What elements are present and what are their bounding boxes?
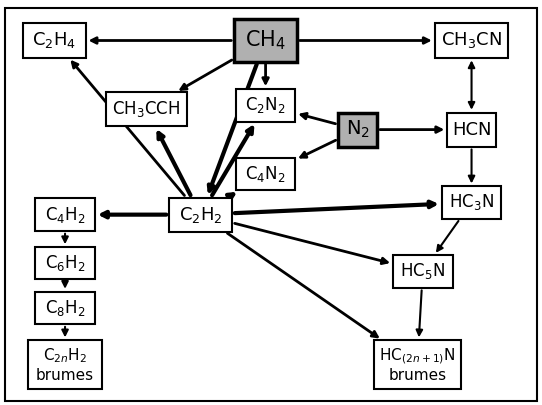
FancyBboxPatch shape xyxy=(447,113,496,147)
Text: HC$_5$N: HC$_5$N xyxy=(400,261,446,281)
FancyBboxPatch shape xyxy=(35,247,95,279)
Text: HC$_3$N: HC$_3$N xyxy=(449,192,494,213)
FancyBboxPatch shape xyxy=(28,340,102,389)
Text: C$_4$H$_2$: C$_4$H$_2$ xyxy=(45,205,85,225)
Text: C$_6$H$_2$: C$_6$H$_2$ xyxy=(45,253,85,273)
FancyBboxPatch shape xyxy=(234,19,297,62)
FancyBboxPatch shape xyxy=(35,292,95,324)
Text: CH$_3$CCH: CH$_3$CCH xyxy=(112,99,180,119)
FancyBboxPatch shape xyxy=(236,158,295,190)
Text: CH$_3$CN: CH$_3$CN xyxy=(441,30,502,51)
FancyBboxPatch shape xyxy=(35,198,95,231)
FancyBboxPatch shape xyxy=(169,198,232,232)
Text: N$_2$: N$_2$ xyxy=(346,119,370,140)
Text: C$_{2n}$H$_2$
brumes: C$_{2n}$H$_2$ brumes xyxy=(36,346,94,383)
Text: HCN: HCN xyxy=(452,121,491,139)
Text: CH$_4$: CH$_4$ xyxy=(245,29,286,52)
FancyBboxPatch shape xyxy=(435,23,508,58)
Text: C$_2$H$_2$: C$_2$H$_2$ xyxy=(179,205,222,225)
Text: C$_2$N$_2$: C$_2$N$_2$ xyxy=(246,95,286,115)
Text: C$_2$H$_4$: C$_2$H$_4$ xyxy=(32,30,76,51)
FancyBboxPatch shape xyxy=(236,89,295,122)
FancyBboxPatch shape xyxy=(338,113,377,147)
FancyBboxPatch shape xyxy=(374,340,461,389)
FancyBboxPatch shape xyxy=(393,255,453,288)
Text: HC$_{(2n+1)}$N
brumes: HC$_{(2n+1)}$N brumes xyxy=(379,346,455,383)
Text: C$_4$N$_2$: C$_4$N$_2$ xyxy=(246,164,286,184)
Text: C$_8$H$_2$: C$_8$H$_2$ xyxy=(45,298,85,318)
FancyBboxPatch shape xyxy=(442,186,501,219)
FancyBboxPatch shape xyxy=(106,92,187,126)
FancyBboxPatch shape xyxy=(23,23,86,58)
FancyBboxPatch shape xyxy=(5,8,537,401)
